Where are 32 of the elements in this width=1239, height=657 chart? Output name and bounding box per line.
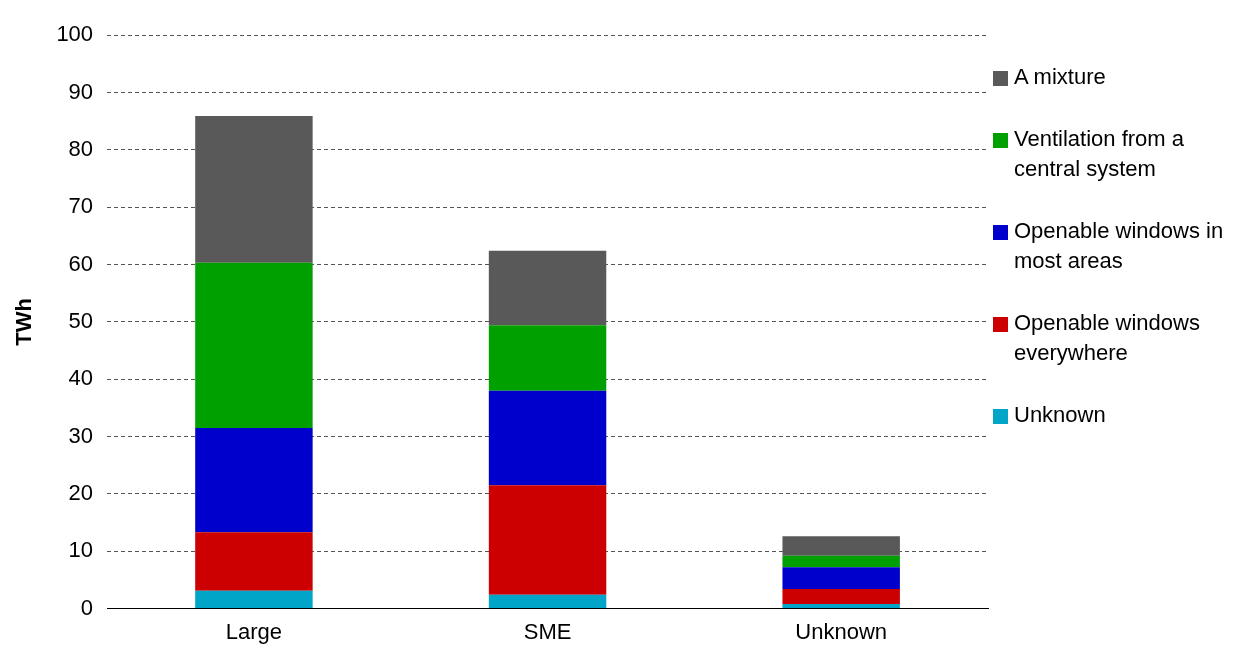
legend-label: Unknown [1014, 401, 1106, 429]
y-tick-label: 60 [68, 250, 94, 276]
bar [195, 590, 313, 609]
y-tick-label: 100 [56, 21, 94, 47]
bar [782, 589, 900, 605]
bar [488, 325, 607, 391]
y-tick-label: 10 [68, 537, 94, 563]
bar [488, 390, 607, 486]
y-tick-label: 30 [68, 422, 94, 448]
legend-label: Openable windows in most areas [1014, 217, 1225, 275]
x-tick-label: Unknown [795, 618, 888, 644]
bar [488, 485, 607, 595]
bar [782, 604, 900, 609]
bar [195, 532, 313, 591]
y-tick-label: 50 [68, 307, 94, 333]
legend-label: A mixture [1014, 63, 1106, 91]
y-tick-label: 70 [68, 193, 94, 219]
y-tick-label: 0 [80, 594, 94, 620]
y-tick-label: 40 [68, 365, 94, 391]
y-tick-label: 80 [68, 135, 94, 161]
legend-label: Openable windows everywhere [1014, 309, 1201, 367]
bar [195, 427, 313, 533]
y-tick-label: 90 [68, 78, 94, 104]
x-tick-label: Large [225, 618, 283, 644]
bar [782, 567, 900, 590]
bar [488, 594, 607, 609]
x-tick-label: SME [523, 618, 572, 644]
y-tick-label: 20 [68, 479, 94, 505]
bar [195, 262, 313, 428]
bar [782, 555, 900, 568]
y-axis-title: TWh [11, 298, 37, 346]
legend-label: Ventilation from a central system [1014, 125, 1185, 183]
